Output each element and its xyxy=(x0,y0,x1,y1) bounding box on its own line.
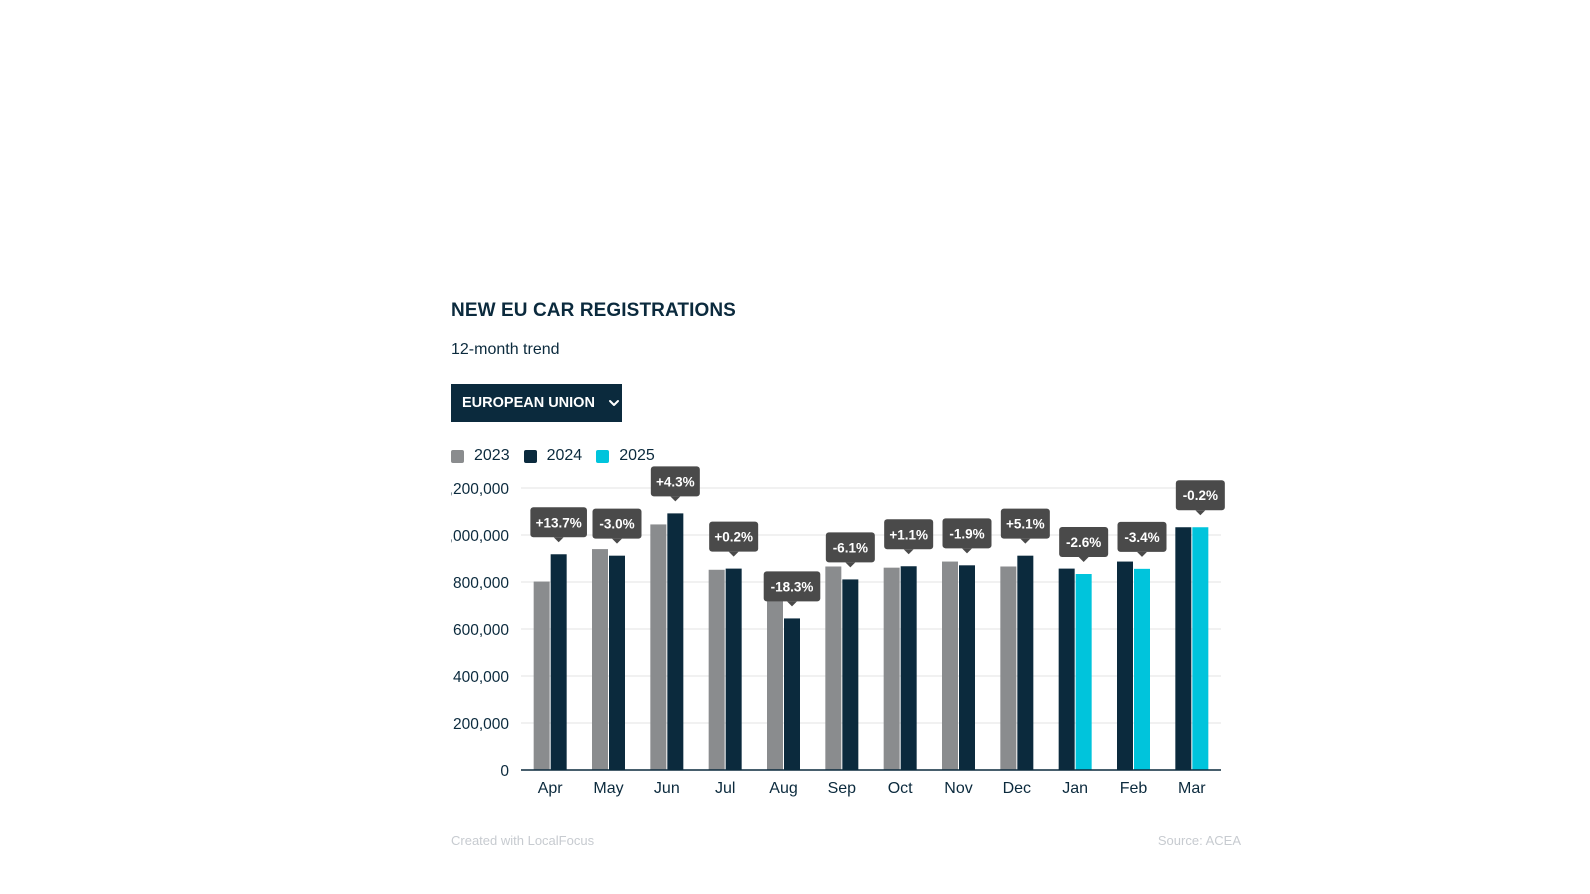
x-tick-label: May xyxy=(593,780,623,797)
region-dropdown[interactable]: EUROPEAN UNION xyxy=(451,384,622,422)
legend-label-2025: 2025 xyxy=(619,447,655,464)
bar-2024-may xyxy=(609,555,625,770)
y-tick-label: 800,000 xyxy=(453,575,509,592)
change-label: -3.0% xyxy=(599,517,634,532)
bar-2023-apr xyxy=(533,581,550,770)
bar-2024-apr xyxy=(550,554,567,770)
legend-label-2023: 2023 xyxy=(474,447,510,464)
bar-2025-jan xyxy=(1075,574,1092,770)
legend-item-2025[interactable]: 2025 xyxy=(596,447,655,465)
change-bubble-pointer xyxy=(670,496,681,502)
change-bubble xyxy=(650,466,700,497)
change-bubble xyxy=(1059,527,1109,558)
bar-2023-jul xyxy=(708,569,725,770)
bar-2024-dec xyxy=(1017,555,1034,770)
chart-subtitle: 12-month trend xyxy=(451,341,560,358)
bar-2024-sep xyxy=(842,579,859,770)
y-tick-label: 600,000 xyxy=(453,622,509,639)
y-tick-label: 0 xyxy=(500,763,509,780)
change-label: -1.9% xyxy=(949,526,984,541)
change-bubble-pointer xyxy=(612,538,622,544)
change-bubble-pointer xyxy=(1020,538,1031,544)
change-bubble-pointer xyxy=(962,548,972,554)
change-label: -3.4% xyxy=(1124,530,1159,545)
chart-legend: 2023 2024 2025 xyxy=(451,447,669,465)
bar-2025-mar xyxy=(1192,527,1209,770)
change-bubble xyxy=(1117,521,1167,552)
x-tick-label: Jan xyxy=(1062,780,1088,797)
change-label: +13.7% xyxy=(536,515,582,530)
bar-chart: 0 200,000 400,000 600,000 800,000 1,000,000 1,… xyxy=(451,466,1225,797)
change-bubble-pointer xyxy=(845,562,856,568)
bar-2025-feb xyxy=(1134,568,1150,770)
legend-item-2024[interactable]: 2024 xyxy=(523,447,583,465)
change-bubble xyxy=(763,571,821,602)
change-bubble xyxy=(942,518,992,549)
y-tick-label: 200,000 xyxy=(453,716,509,733)
x-tick-label: Jun xyxy=(654,780,680,797)
change-bubble-pointer xyxy=(1195,510,1206,516)
legend-swatch-2024 xyxy=(523,449,537,463)
bar-2024-jun xyxy=(667,513,684,770)
change-bubble xyxy=(1000,508,1050,539)
legend-swatch-2023 xyxy=(451,449,464,463)
footer-credit[interactable]: Created with LocalFocus xyxy=(451,833,595,848)
change-label: -18.3% xyxy=(771,579,814,594)
bar-2024-jan xyxy=(1058,568,1075,770)
change-bubble xyxy=(592,508,642,539)
change-bubble xyxy=(884,519,934,550)
change-bubble-pointer xyxy=(553,537,564,543)
change-bubble xyxy=(530,507,587,538)
change-bubble-pointer xyxy=(787,601,797,607)
y-tick-label: 1,200,000 xyxy=(451,481,509,498)
bar-2024-nov xyxy=(959,565,975,770)
change-label: -6.1% xyxy=(833,540,868,555)
bar-2024-feb xyxy=(1117,561,1133,770)
chart-widget: NEW EU CAR REGISTRATIONS 12-month trend … xyxy=(451,300,1241,860)
change-bubble-pointer xyxy=(1078,557,1089,563)
change-label: +0.2% xyxy=(714,530,753,545)
change-bubble xyxy=(825,532,875,563)
change-bubble xyxy=(1175,480,1225,511)
bar-2024-oct xyxy=(900,566,917,770)
change-bubble-pointer xyxy=(1137,551,1147,557)
chevron-down-icon xyxy=(607,396,621,410)
x-tick-label: Apr xyxy=(538,780,564,797)
x-tick-label: Feb xyxy=(1120,780,1148,797)
change-label: +1.1% xyxy=(889,527,928,542)
bar-2023-oct xyxy=(883,567,900,770)
bar-2023-jun xyxy=(650,524,667,770)
change-label: +4.3% xyxy=(656,474,695,489)
y-tick-label: 1,000,000 xyxy=(451,528,509,545)
x-tick-label: Sep xyxy=(828,780,857,797)
x-tick-label: Oct xyxy=(888,780,913,797)
bar-2024-jul xyxy=(725,568,742,770)
legend-swatch-2025 xyxy=(596,449,610,463)
chart-title: NEW EU CAR REGISTRATIONS xyxy=(451,300,736,321)
x-tick-label: Mar xyxy=(1178,780,1206,797)
y-tick-label: 400,000 xyxy=(453,669,509,686)
change-label: +5.1% xyxy=(1006,517,1045,532)
x-tick-label: Aug xyxy=(769,780,797,797)
legend-item-2023[interactable]: 2023 xyxy=(451,447,510,465)
change-bubble xyxy=(709,521,759,552)
change-label: -2.6% xyxy=(1066,535,1101,550)
x-tick-label: Nov xyxy=(944,780,972,797)
x-tick-label: Jul xyxy=(715,780,735,797)
legend-label-2024: 2024 xyxy=(546,447,583,464)
footer-source: Source: ACEA xyxy=(1157,833,1241,848)
bar-2023-dec xyxy=(1000,566,1017,770)
bar-2024-mar xyxy=(1175,527,1192,770)
x-tick-label: Dec xyxy=(1003,780,1031,797)
change-bubble-pointer xyxy=(903,549,914,555)
change-bubble-pointer xyxy=(728,551,739,557)
bar-2023-sep xyxy=(825,566,842,770)
bar-2023-nov xyxy=(942,561,958,770)
region-dropdown-label: EUROPEAN UNION xyxy=(462,395,595,411)
bar-2023-may xyxy=(592,549,608,770)
bar-2023-aug xyxy=(767,585,783,770)
bar-2024-aug xyxy=(784,618,800,770)
change-label: -0.2% xyxy=(1183,488,1218,503)
